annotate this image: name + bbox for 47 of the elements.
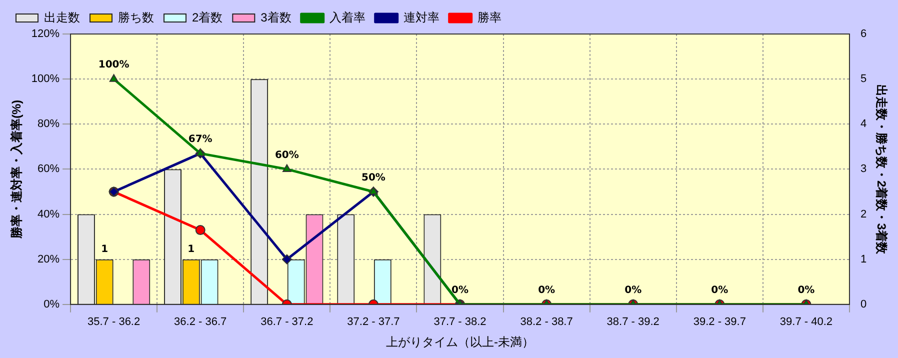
x-tick-label: 36.2 - 36.7 — [174, 316, 227, 328]
point — [369, 186, 378, 194]
y-axis-title: 勝率・連対率・入着率(%) — [10, 100, 24, 240]
x-tick-label: 36.7 - 37.2 — [260, 316, 314, 328]
x-tick-label: 39.2 - 39.7 — [693, 316, 746, 328]
legend-label: 3着数 — [260, 10, 292, 24]
data-label: 60% — [274, 150, 299, 161]
legend-label: 入着率 — [329, 10, 366, 24]
data-label: 67% — [188, 134, 212, 146]
data-label: 0% — [624, 284, 642, 296]
data-label: 0% — [452, 284, 468, 296]
y2-tick-label: 2 — [860, 208, 867, 220]
y-tick-label: 120% — [31, 28, 60, 40]
data-label: 1 — [101, 244, 108, 255]
y-tick-label: 80% — [38, 118, 60, 130]
x-tick-label: 38.2 - 38.7 — [520, 316, 573, 328]
y2-tick-label: 0 — [860, 298, 867, 310]
data-label: 0% — [538, 284, 556, 296]
legend-label: 勝ち数 — [118, 10, 154, 24]
y2-axis-title: 出走数・勝ち数・2着数・3着数 — [874, 84, 888, 255]
y-tick-label: 20% — [38, 253, 60, 266]
y2-tick-label: 6 — [860, 28, 867, 40]
y2-tick-label: 5 — [860, 73, 867, 86]
data-label: 100% — [98, 60, 130, 71]
y2-tick-label: 1 — [860, 253, 867, 266]
data-label: 1 — [188, 244, 195, 255]
y2-tick-label: 4 — [860, 118, 867, 130]
x-tick-label: 39.7 - 40.2 — [780, 316, 833, 328]
legend-label: 2着数 — [192, 10, 223, 24]
data-label: 50% — [361, 172, 386, 184]
x-tick-label: 37.2 - 37.7 — [347, 316, 400, 328]
y-tick-label: 60% — [38, 163, 60, 176]
x-axis-title: 上がりタイム（以上-未満） — [386, 335, 534, 350]
y-tick-label: 0% — [44, 298, 60, 310]
point — [109, 74, 118, 82]
data-label: 0% — [711, 284, 728, 296]
x-tick-label: 37.7 - 38.2 — [434, 316, 486, 328]
legend-label: 出走数 — [44, 10, 80, 24]
legend-label: 連対率 — [403, 10, 440, 24]
x-tick-label: 38.7 - 39.2 — [606, 316, 660, 328]
y-tick-label: 100% — [31, 73, 60, 86]
y-tick-label: 40% — [38, 208, 60, 220]
x-tick-label: 35.7 - 36.2 — [88, 316, 140, 328]
data-label: 0% — [798, 284, 815, 296]
y2-tick-label: 3 — [860, 163, 867, 176]
legend-label: 勝率 — [477, 10, 502, 24]
point — [282, 164, 292, 172]
